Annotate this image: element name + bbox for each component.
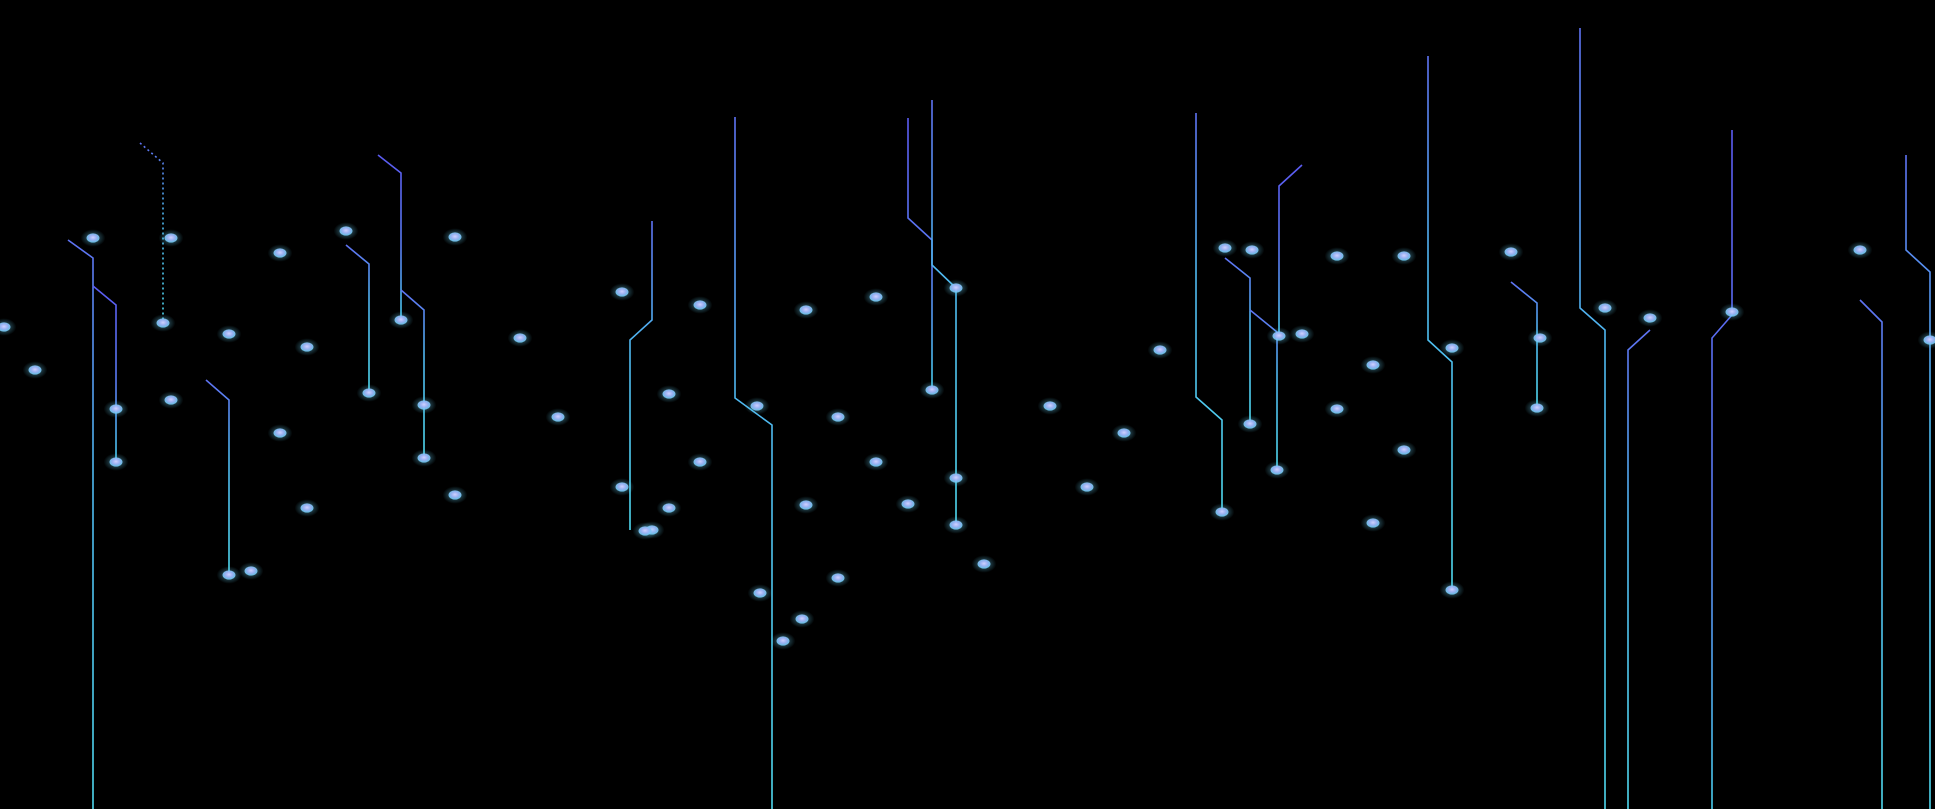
circuit-node-dot: [244, 566, 258, 576]
circuit-node-dot: [869, 292, 883, 302]
circuit-node-dot: [949, 473, 963, 483]
circuit-node-dot: [869, 457, 883, 467]
circuit-node-dot: [1853, 245, 1867, 255]
circuit-node-dot: [1295, 329, 1309, 339]
circuit-node-dot: [28, 365, 42, 375]
circuit-node-dot: [417, 453, 431, 463]
circuit-trace-line: [1510, 281, 1538, 408]
circuit-node-dot: [949, 520, 963, 530]
circuit-node-dot: [1397, 445, 1411, 455]
circuit-node-dot: [1397, 251, 1411, 261]
circuit-node-dot: [300, 342, 314, 352]
circuit-node-dot: [1330, 251, 1344, 261]
circuit-trace-line: [931, 100, 957, 525]
circuit-node-dot: [615, 287, 629, 297]
circuit-trace-line: [377, 154, 402, 320]
circuit-trace-line: [1278, 164, 1303, 336]
circuit-node-dot: [662, 503, 676, 513]
circuit-node-dot: [1272, 331, 1286, 341]
trace-paths: [3, 0, 1931, 809]
circuit-node-dot: [662, 389, 676, 399]
circuit-trace-line: [205, 379, 230, 575]
circuit-node-dot: [615, 482, 629, 492]
circuit-node-dot: [1243, 419, 1257, 429]
circuit-node-dot: [0, 322, 11, 332]
circuit-node-dot: [693, 300, 707, 310]
circuit-trace-line: [1195, 113, 1223, 512]
circuit-node-dot: [901, 499, 915, 509]
circuit-node-dot: [513, 333, 527, 343]
circuit-node-dot: [1923, 335, 1935, 345]
circuit-node-dot: [925, 385, 939, 395]
circuit-node-dot: [1530, 403, 1544, 413]
circuit-node-dot: [1218, 243, 1232, 253]
circuit-trace-line: [139, 142, 164, 323]
circuit-node-dot: [1598, 303, 1612, 313]
circuit-trace-line: [1224, 257, 1251, 424]
circuit-node-dot: [273, 428, 287, 438]
circuit-node-dot: [1725, 307, 1739, 317]
circuit-node-dot: [977, 559, 991, 569]
circuit-node-dot: [222, 570, 236, 580]
circuit-node-dot: [222, 329, 236, 339]
circuit-node-dot: [1043, 401, 1057, 411]
circuit-node-dot: [362, 388, 376, 398]
circuit-node-dot: [1153, 345, 1167, 355]
circuit-node-dot: [109, 404, 123, 414]
circuit-node-dot: [1445, 585, 1459, 595]
circuit-trace-line: [1859, 299, 1883, 809]
circuit-node-dot: [273, 248, 287, 258]
circuit-trace-line: [1711, 130, 1733, 809]
circuit-trace-line: [345, 244, 370, 393]
circuit-node-dot: [1533, 333, 1547, 343]
circuit-trace-line: [92, 285, 117, 462]
circuit-trace-line: [1627, 329, 1651, 809]
circuit-node-dot: [1270, 465, 1284, 475]
circuit-node-dot: [1330, 404, 1344, 414]
circuit-node-dot: [1366, 360, 1380, 370]
circuit-node-dot: [1643, 313, 1657, 323]
circuit-node-dot: [1080, 482, 1094, 492]
circuit-node-dot: [417, 400, 431, 410]
circuit-node-dot: [753, 588, 767, 598]
trace-nodes: [0, 222, 1935, 650]
circuit-node-dot: [750, 401, 764, 411]
circuit-node-dot: [831, 573, 845, 583]
circuit-node-dot: [339, 226, 353, 236]
circuit-node-dot: [949, 283, 963, 293]
circuit-node-dot: [1117, 428, 1131, 438]
circuit-node-dot: [799, 500, 813, 510]
circuit-node-dot: [86, 233, 100, 243]
circuit-node-dot: [1445, 343, 1459, 353]
circuit-node-dot: [1366, 518, 1380, 528]
circuit-node-dot: [693, 457, 707, 467]
circuit-node-dot: [551, 412, 565, 422]
circuit-node-dot: [831, 412, 845, 422]
circuit-trace-line: [734, 117, 773, 809]
circuit-node-dot: [164, 395, 178, 405]
circuit-node-dot: [799, 305, 813, 315]
circuit-trace-line: [629, 221, 653, 530]
circuit-node-dot: [638, 526, 652, 536]
circuit-node-dot: [1245, 245, 1259, 255]
circuit-node-dot: [394, 315, 408, 325]
circuit-trace-line: [1427, 56, 1453, 590]
circuit-node-dot: [1215, 507, 1229, 517]
circuit-node-dot: [109, 457, 123, 467]
circuit-trace-line: [1905, 155, 1931, 809]
circuit-trace-line: [1579, 28, 1606, 809]
circuit-trace-line: [907, 118, 933, 390]
circuit-node-dot: [795, 614, 809, 624]
circuit-node-dot: [448, 490, 462, 500]
circuit-node-dot: [776, 636, 790, 646]
circuit-node-dot: [300, 503, 314, 513]
circuit-trace-line: [67, 239, 94, 809]
circuit-node-dot: [164, 233, 178, 243]
circuit-node-dot: [1504, 247, 1518, 257]
circuit-node-dot: [156, 318, 170, 328]
circuit-node-dot: [448, 232, 462, 242]
